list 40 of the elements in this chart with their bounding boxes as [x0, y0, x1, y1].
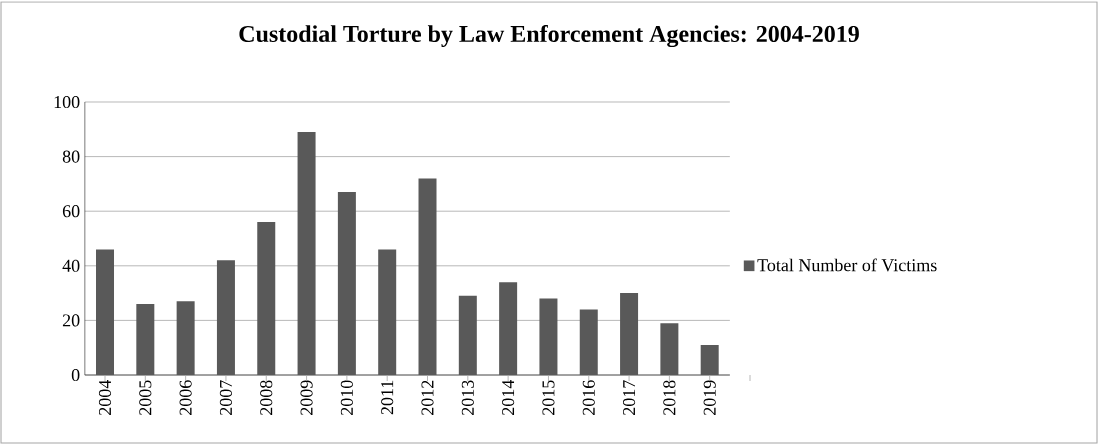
x-tick-label: 2011	[381, 380, 394, 415]
bar	[620, 293, 639, 375]
y-tick-label: 80	[62, 150, 80, 163]
bar	[378, 249, 397, 375]
x-tick-label: 2008	[260, 380, 273, 415]
bar	[257, 222, 276, 375]
x-tick-label: 2009	[300, 380, 313, 415]
bar	[700, 344, 719, 375]
bar	[176, 301, 195, 375]
x-tick-label: 2004	[98, 379, 112, 415]
bar	[136, 304, 155, 375]
bar	[418, 178, 437, 375]
bar	[96, 249, 115, 375]
x-tick-label: 2017	[622, 380, 636, 415]
x-tick-label: 2012	[421, 380, 434, 415]
x-tick-label: 2010	[340, 380, 353, 415]
x-tick-label: 2014	[502, 379, 515, 415]
bar	[539, 298, 558, 375]
bar	[297, 132, 316, 375]
x-tick-label: 2007	[219, 380, 233, 415]
bar	[337, 192, 356, 375]
y-tick-label: 60	[62, 205, 80, 218]
bar	[216, 260, 235, 375]
bar	[499, 282, 518, 375]
x-tick-label: 2006	[179, 380, 192, 415]
x-tick-label: 2013	[461, 380, 474, 415]
x-tick-label: 2015	[542, 380, 555, 415]
y-tick-label: 20	[62, 314, 80, 327]
y-tick-label: 100	[54, 95, 80, 109]
y-tick-label: 0	[71, 368, 80, 382]
chart-title: Custodial Torture by Law Enforcement Agencies: 2004-2019	[239, 24, 859, 48]
bar	[579, 309, 598, 375]
x-tick-label: 2018	[663, 380, 676, 415]
bar	[660, 323, 679, 375]
bar	[458, 295, 477, 375]
x-tick-label: 2019	[703, 380, 716, 415]
y-tick-label: 40	[62, 259, 80, 272]
x-tick-label: 2005	[139, 380, 152, 415]
legend-label: Total Number of Victims	[757, 258, 937, 272]
x-tick-label: 2016	[582, 380, 595, 415]
